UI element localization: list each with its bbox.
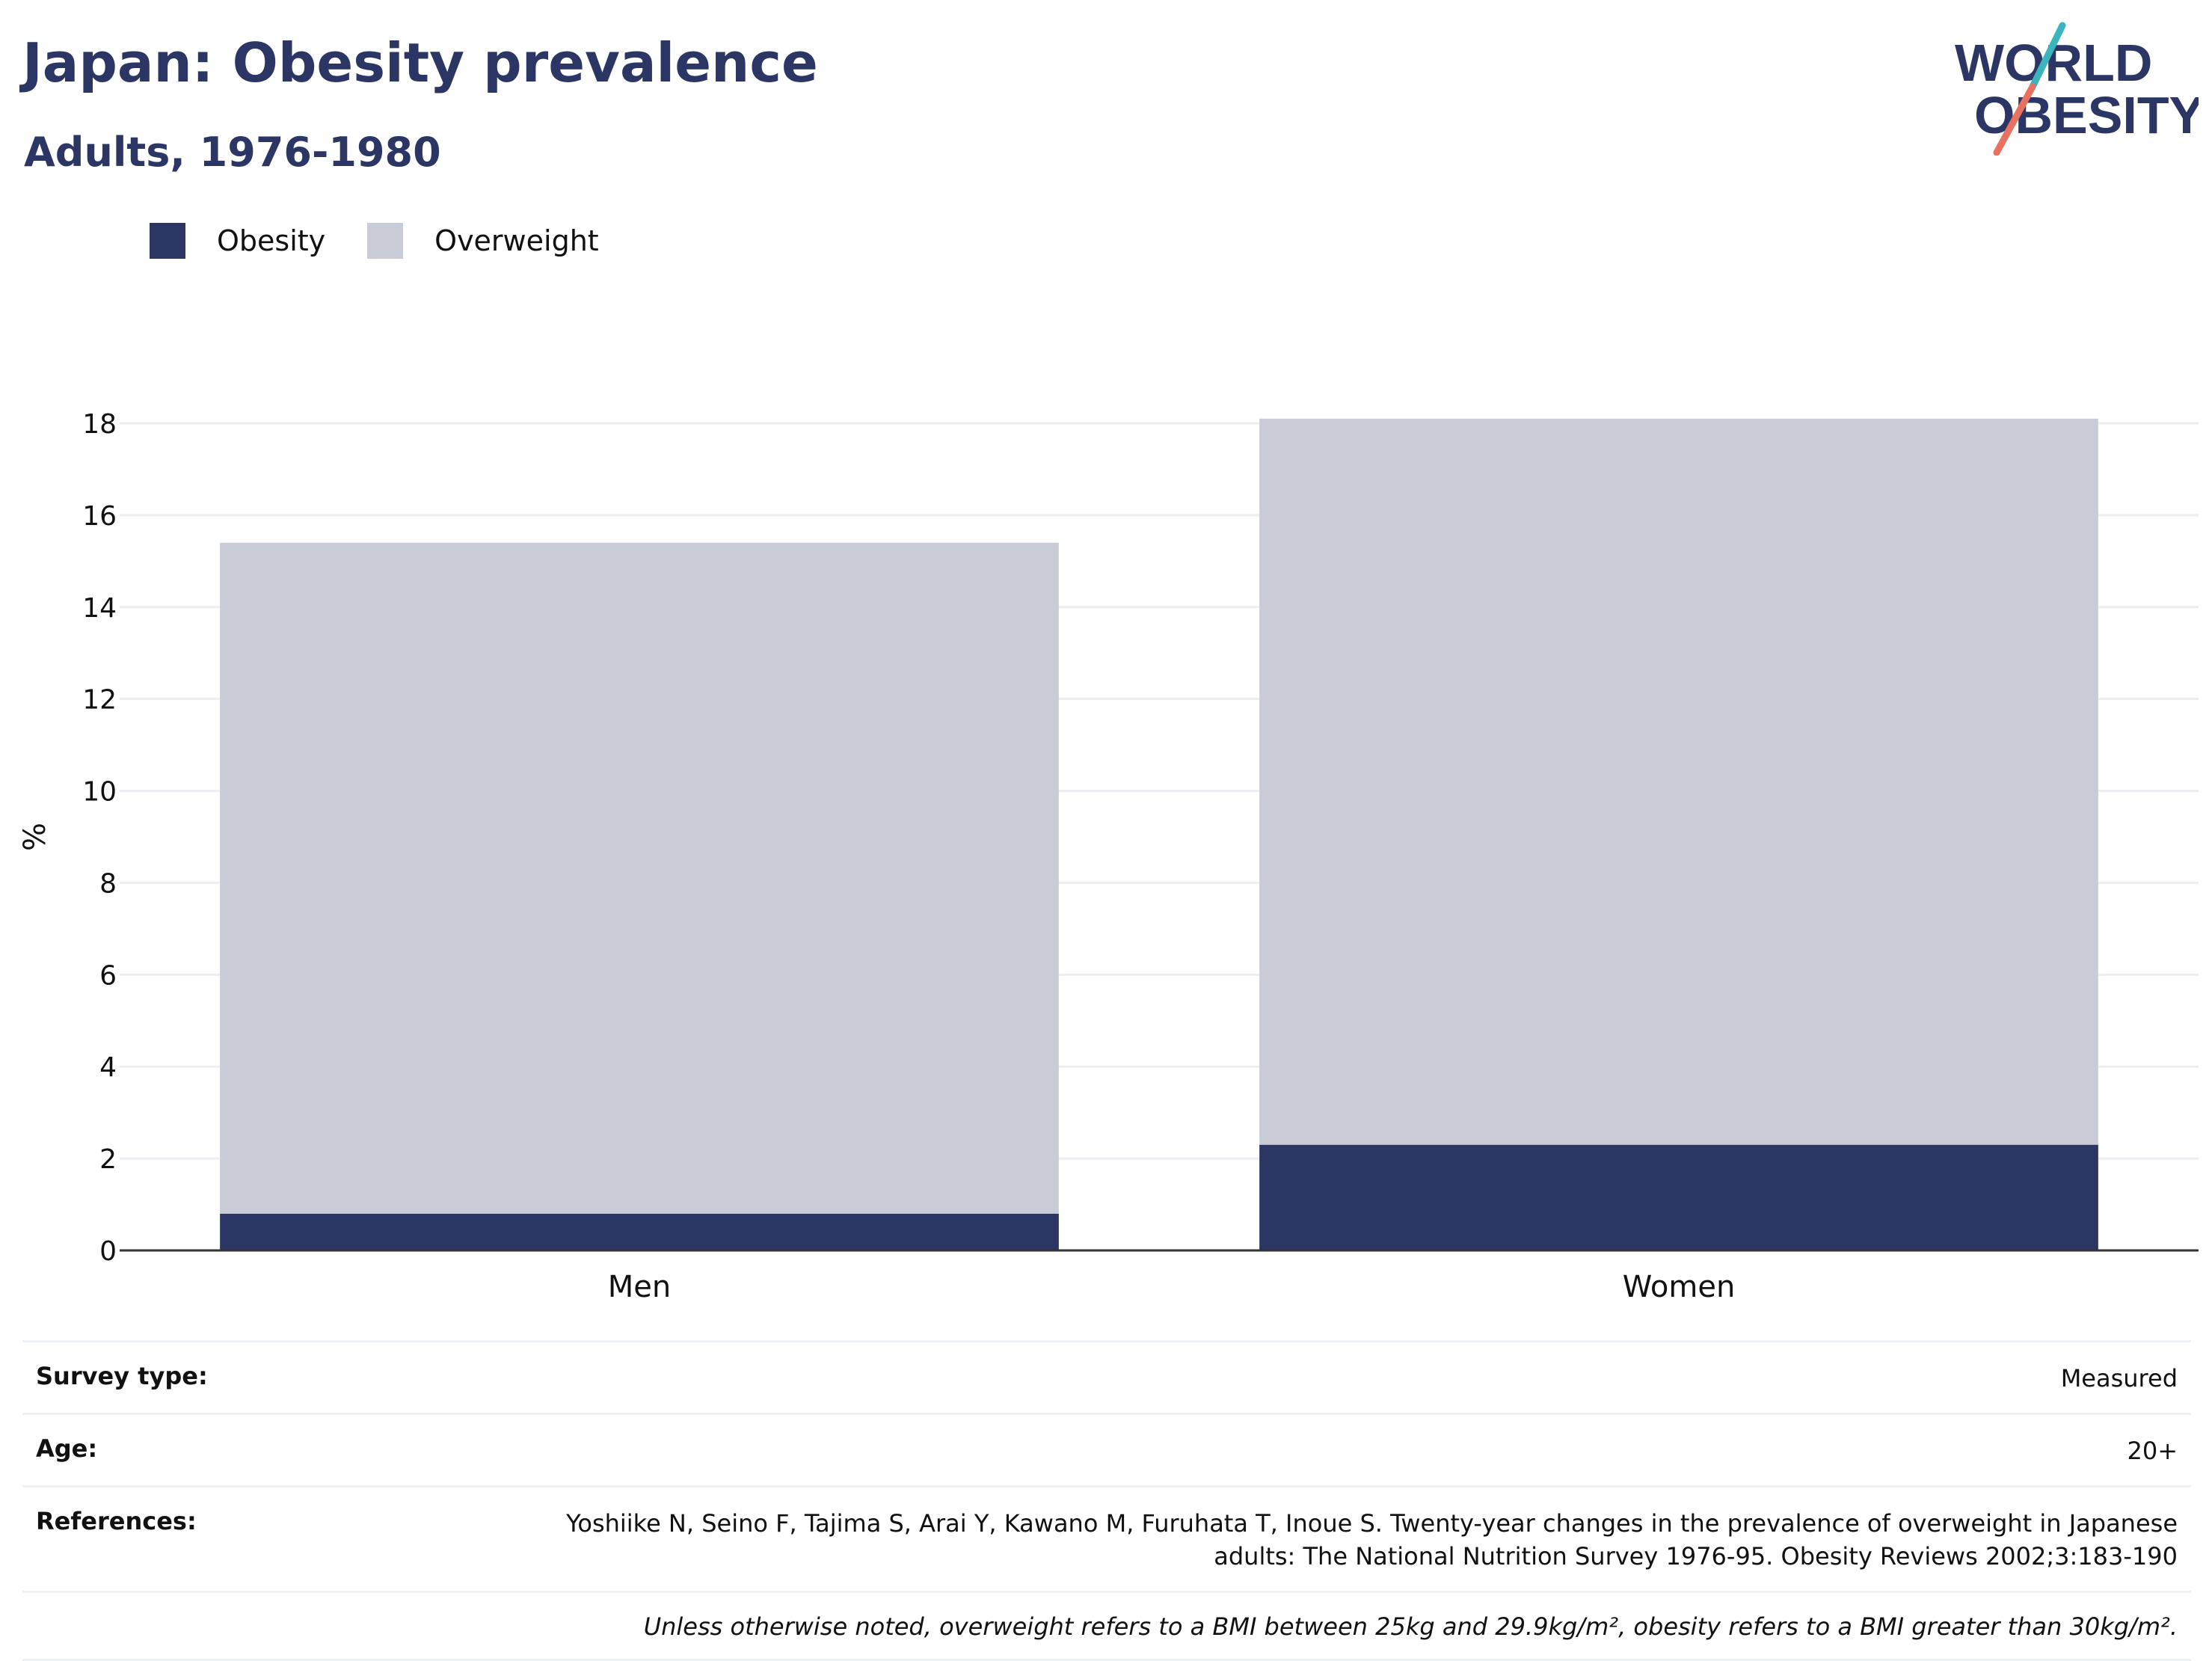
y-axis-title: % — [18, 823, 52, 851]
x-tick-label-women: Women — [1623, 1270, 1736, 1304]
references-line-1: Yoshiike N, Seino F, Tajima S, Arai Y, K… — [566, 1509, 2178, 1538]
y-tick-label-4: 4 — [99, 1052, 117, 1083]
references-row: References: Yoshiike N, Seino F, Tajima … — [22, 1485, 2191, 1591]
bar-women-obesity — [1259, 1144, 2098, 1250]
logo-line-2: OBESITY — [1974, 86, 2199, 144]
y-tick-label-8: 8 — [99, 868, 117, 899]
y-tick-label-12: 12 — [82, 685, 117, 716]
bar-men-obesity — [220, 1213, 1059, 1250]
x-tick-label-men: Men — [608, 1270, 671, 1304]
bar-women-overweight — [1259, 418, 2098, 1145]
legend-label-overweight: Overweight — [434, 224, 599, 257]
age-label: Age: — [36, 1434, 98, 1463]
legend-item-obesity[interactable]: Obesity — [150, 223, 325, 259]
chart-subtitle: Adults, 1976-1980 — [24, 129, 441, 176]
references-label: References: — [36, 1507, 197, 1535]
age-row: Age: 20+ — [22, 1413, 2191, 1485]
definition-note-row: Unless otherwise noted, overweight refer… — [22, 1591, 2191, 1661]
survey-type-value: Measured — [2060, 1364, 2178, 1393]
age-value: 20+ — [2127, 1437, 2178, 1465]
legend-swatch-obesity — [150, 223, 185, 259]
legend-label-obesity: Obesity — [217, 224, 326, 257]
y-tick-label-18: 18 — [82, 409, 117, 440]
references-line-2: adults: The National Nutrition Survey 19… — [1214, 1542, 2178, 1571]
y-tick-label-10: 10 — [82, 777, 117, 808]
y-tick-label-0: 0 — [99, 1236, 117, 1267]
definition-note: Unless otherwise noted, overweight refer… — [643, 1612, 2178, 1641]
chart-title: Japan: Obesity prevalence — [22, 31, 818, 94]
logo-slash-bottom — [1993, 83, 2036, 156]
references-value: Yoshiike N, Seino F, Tajima S, Arai Y, K… — [566, 1507, 2178, 1573]
y-tick-label-14: 14 — [82, 593, 117, 624]
survey-type-label: Survey type: — [36, 1362, 208, 1390]
y-tick-label-6: 6 — [99, 960, 117, 991]
legend-swatch-overweight — [367, 223, 404, 259]
legend: Obesity Overweight — [150, 223, 641, 259]
logo-slash-top — [2029, 22, 2066, 90]
y-tick-label-16: 16 — [82, 501, 117, 532]
legend-item-overweight[interactable]: Overweight — [367, 223, 599, 259]
survey-details: Survey type: Measured Age: 20+ Reference… — [22, 1340, 2191, 1661]
bar-men-overweight — [220, 542, 1059, 1214]
world-obesity-logo: WORLD OBESITY — [1955, 22, 2199, 156]
survey-type-row: Survey type: Measured — [22, 1340, 2191, 1413]
bar-chart: 0 2 4 6 8 10 12 14 16 18% Men Women — [18, 409, 2199, 1304]
y-tick-label-2: 2 — [99, 1144, 117, 1175]
